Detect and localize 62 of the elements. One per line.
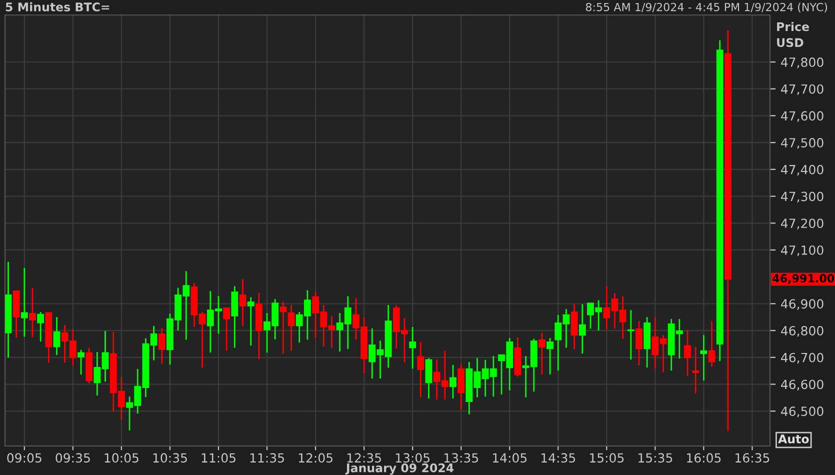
candlestick xyxy=(570,304,578,350)
x-tick-label: 10:35 xyxy=(153,453,187,463)
y-tick-label: 46,700 xyxy=(781,352,824,364)
candlestick xyxy=(409,326,416,370)
x-tick-label: 09:05 xyxy=(7,453,42,463)
candlestick xyxy=(280,301,287,354)
y-tick-label: 47,500 xyxy=(781,138,824,149)
x-tick-label: 13:05 xyxy=(396,453,430,463)
candlestick xyxy=(546,337,554,376)
y-tick-label: 47,400 xyxy=(781,164,824,176)
x-tick-label: 14:35 xyxy=(541,453,576,463)
candlestick xyxy=(37,311,44,342)
candlestick xyxy=(700,334,708,382)
candlestick xyxy=(627,309,634,360)
text: 46,991.00 xyxy=(772,274,834,284)
candlestick xyxy=(20,267,28,338)
x-tick-label: 16:05 xyxy=(687,453,721,463)
x-tick-label: 12:35 xyxy=(347,453,381,463)
candlestick xyxy=(78,349,84,376)
candlestick xyxy=(239,278,246,327)
candlestick xyxy=(578,304,586,354)
candlestick xyxy=(458,363,465,410)
chart-title: 5 Minutes BTC= xyxy=(6,2,110,12)
y-tick-label: 46,600 xyxy=(781,380,824,390)
y-tick-label: 47,600 xyxy=(781,111,824,122)
text: Auto xyxy=(778,434,809,444)
x-tick-label: 12:05 xyxy=(298,453,332,463)
y-tick-label: 47,700 xyxy=(781,84,824,96)
candlestick xyxy=(425,357,432,400)
x-tick-label: 15:05 xyxy=(590,453,624,463)
x-tick-label: 11:35 xyxy=(250,453,284,463)
x-tick-label: 09:35 xyxy=(56,453,90,463)
y-tick-label: 47,200 xyxy=(781,218,824,230)
candlestick xyxy=(53,316,60,356)
x-tick-label: 13:35 xyxy=(444,453,478,463)
y-tick-label: 46,800 xyxy=(781,326,824,337)
candlestick xyxy=(231,286,238,348)
y-tick-label: 47,300 xyxy=(781,192,824,202)
y-tick-label: 47,800 xyxy=(781,57,824,68)
x-tick-label: 10:05 xyxy=(104,453,138,463)
y-axis-title: Price USD xyxy=(777,22,809,48)
y-tick-label: 46,900 xyxy=(781,299,824,310)
chart-subtitle: 8:55 AM 1/9/2024 - 4:45 PM 1/9/2024 (NYC) xyxy=(586,2,828,13)
candlestick xyxy=(223,307,230,352)
candlestick xyxy=(29,287,36,338)
candlestick xyxy=(684,329,691,376)
x-axis-title: January 09 2024 xyxy=(345,463,454,475)
y-tick-label: 46,500 xyxy=(781,406,824,418)
y-tick-label: 47,100 xyxy=(781,245,824,256)
candlestick xyxy=(450,364,456,400)
candlestick xyxy=(288,304,295,352)
x-tick-label: 15:35 xyxy=(638,453,672,463)
candlestick xyxy=(247,296,254,346)
x-tick-label: 11:05 xyxy=(202,453,236,463)
candlestick xyxy=(158,327,166,364)
x-tick-label: 14:05 xyxy=(492,453,527,463)
candlestick xyxy=(538,332,546,376)
candlestick xyxy=(636,320,642,366)
candlestick xyxy=(708,320,716,368)
x-tick-label: 16:35 xyxy=(736,453,770,463)
candlestick xyxy=(692,346,700,394)
candlestick xyxy=(417,341,424,398)
